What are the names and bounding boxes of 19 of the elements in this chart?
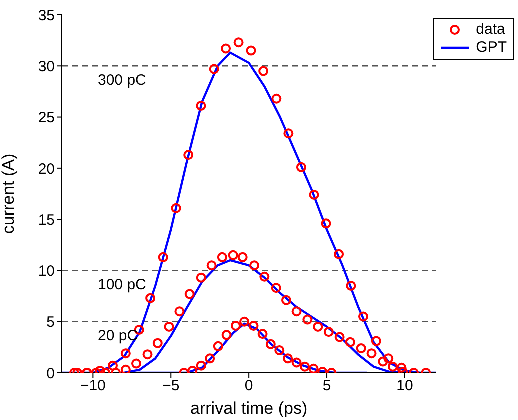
x-tick-label: 10 xyxy=(396,378,414,395)
y-tick-label: 30 xyxy=(38,58,55,76)
ref-line-label: 100 pC xyxy=(98,276,147,294)
y-tick-label: 10 xyxy=(38,263,55,280)
y-tick-label: 20 xyxy=(38,160,55,178)
y-axis-title: current (A) xyxy=(0,154,18,234)
y-tick-label: 35 xyxy=(38,7,55,24)
x-axis-title: arrival time (ps) xyxy=(190,399,308,418)
x-tick-label: 0 xyxy=(244,378,254,395)
y-tick-label: 15 xyxy=(38,212,55,229)
y-tick-label: 0 xyxy=(46,365,55,382)
y-tick-label: 5 xyxy=(46,314,55,332)
x-tick-label: −10 xyxy=(80,378,106,395)
x-tick-label: −5 xyxy=(162,378,180,395)
legend-label: GPT xyxy=(476,39,507,57)
ref-line-label: 300 pC xyxy=(98,72,147,89)
legend-label: data xyxy=(476,21,506,39)
y-tick-label: 25 xyxy=(38,110,55,127)
x-tick-label: 5 xyxy=(322,378,332,395)
